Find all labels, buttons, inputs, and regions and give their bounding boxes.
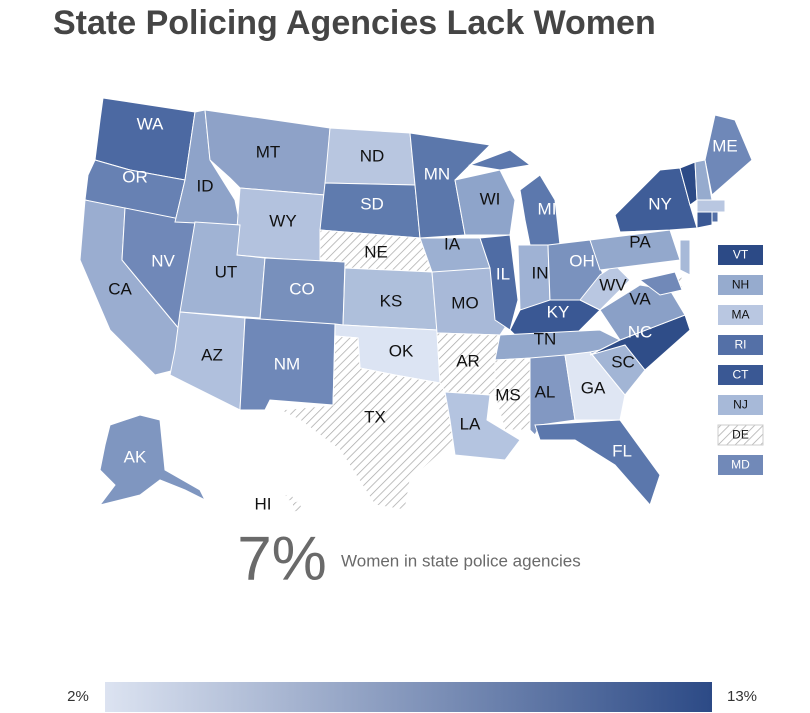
inset-box: [718, 455, 763, 475]
state: [579, 264, 631, 311]
color-scale: [105, 682, 712, 712]
state: [278, 335, 456, 511]
inset-box: [718, 365, 763, 385]
map: WA OR CA NV ID MT WY UT AZ CO NM ND SD NE KS OK TX MN IA MO…: [79, 97, 764, 513]
state: [599, 284, 686, 341]
state: [696, 199, 726, 213]
state-label: NC: [628, 322, 653, 341]
state-label: MT: [256, 142, 281, 161]
inset-box: [718, 335, 763, 355]
inset-box: [718, 275, 763, 295]
inset-label: CT: [733, 368, 750, 382]
state: [444, 391, 521, 461]
inset-box: [718, 395, 763, 415]
state: [169, 311, 246, 411]
state-label: GA: [581, 378, 606, 397]
state-label: SC: [611, 352, 635, 371]
scale-min: 2%: [67, 688, 89, 705]
state-label: IN: [532, 263, 549, 282]
state: [291, 499, 303, 513]
state-label: PA: [629, 232, 651, 251]
state-label: OR: [122, 167, 148, 186]
state-label: OK: [389, 341, 414, 360]
state-label: MN: [424, 164, 450, 183]
state: [468, 149, 532, 171]
state-label: WI: [480, 189, 501, 208]
state-label: ID: [197, 176, 214, 195]
state-label: IL: [496, 264, 510, 283]
state-label: NY: [648, 194, 672, 213]
state-label: LA: [460, 414, 481, 433]
state: [711, 211, 719, 223]
state: [704, 114, 753, 196]
inset-label: DE: [732, 428, 749, 442]
state-label: AL: [535, 382, 556, 401]
state-label: IA: [444, 234, 461, 253]
state-label: MI: [538, 199, 557, 218]
inset-box: [717, 424, 764, 446]
state: [679, 239, 691, 276]
state-label: AK: [124, 447, 147, 466]
state-label: WV: [599, 275, 627, 294]
state: [454, 169, 516, 236]
state-label: CO: [289, 279, 315, 298]
state-label: SD: [360, 194, 384, 213]
state: [696, 211, 713, 229]
state-label: HI: [255, 494, 272, 513]
state: [564, 351, 626, 421]
scale-max: 13%: [727, 688, 757, 705]
state: [431, 267, 511, 336]
inset-label: NJ: [733, 398, 748, 412]
state-label: NV: [151, 251, 175, 270]
state-label: MO: [451, 293, 478, 312]
state-label: TN: [534, 329, 557, 348]
state-label: KS: [380, 291, 403, 310]
state: [494, 357, 531, 431]
inset-box: [718, 305, 763, 325]
state: [614, 167, 698, 233]
state-label: NE: [364, 242, 388, 261]
inset-label: NH: [732, 278, 749, 292]
state-label: CA: [108, 279, 132, 298]
inset-label: MA: [732, 308, 750, 322]
state-label: NM: [274, 354, 300, 373]
inset-box: [718, 245, 763, 265]
state-label: WA: [137, 114, 164, 133]
state-label: AR: [456, 351, 480, 370]
state-label: MS: [495, 385, 521, 404]
title: State Policing Agencies Lack Women: [53, 4, 656, 42]
inset-label: VT: [733, 248, 749, 262]
state-label: ME: [712, 136, 738, 155]
state-label: TX: [364, 407, 386, 426]
state: [284, 492, 295, 502]
state-label: WY: [269, 211, 296, 230]
state-label: ND: [360, 146, 385, 165]
state: [98, 414, 207, 506]
state-label: KY: [547, 302, 570, 321]
state-label: VA: [629, 289, 651, 308]
inset-label: MD: [731, 458, 750, 472]
state-label: AZ: [201, 345, 223, 364]
inset-label: RI: [735, 338, 747, 352]
state-label: OH: [569, 251, 595, 270]
headline-caption: Women in state police agencies: [341, 551, 581, 570]
state: [534, 419, 661, 506]
state-label: FL: [612, 441, 632, 460]
state: [638, 271, 683, 296]
headline-value: 7%: [237, 524, 327, 593]
state-label: UT: [215, 262, 238, 281]
